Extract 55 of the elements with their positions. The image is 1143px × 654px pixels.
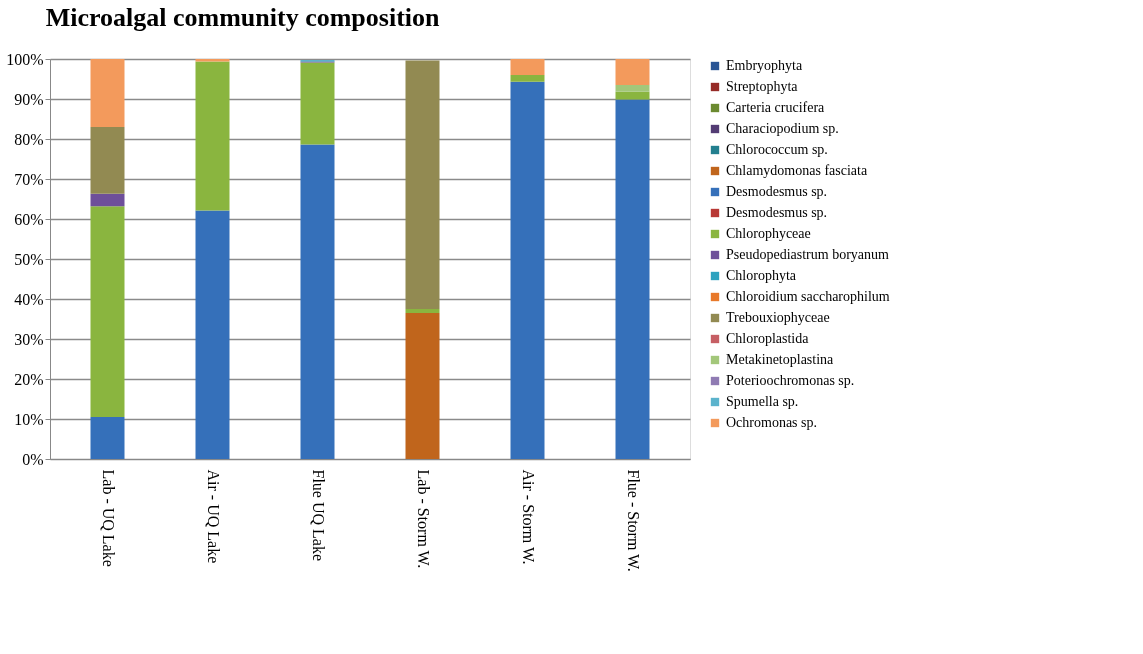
legend-label: Metakinetoplastina <box>726 352 835 367</box>
chart-title: Microalgal community composition <box>45 3 441 32</box>
bar <box>90 206 125 417</box>
legend-label: Spumella sp. <box>726 394 799 409</box>
x-tick-label: Lab - Storm W. <box>415 469 432 569</box>
y-tick-label: 80% <box>14 130 44 148</box>
bar <box>615 91 650 100</box>
bar <box>405 313 440 459</box>
legend-label: Streptophyta <box>726 79 799 94</box>
y-tick-label: 100% <box>6 50 44 68</box>
bar <box>510 59 545 75</box>
x-tick-label: Flue UQ Lake <box>310 469 327 562</box>
bar <box>195 210 230 459</box>
legend-label: Desmodesmus sp. <box>726 184 828 199</box>
bar <box>615 59 650 85</box>
y-tick-label: 30% <box>14 330 44 348</box>
y-tick-label: 10% <box>14 410 44 428</box>
legend-label: Chlorophyceae <box>726 226 811 241</box>
legend-label: Chlorophyta <box>726 268 797 283</box>
bar <box>90 417 125 459</box>
bar <box>90 193 125 207</box>
legend-label: Pseudopediastrum boryanum <box>726 247 890 262</box>
bar <box>195 61 230 211</box>
legend-label: Chlamydomonas fasciata <box>726 163 868 178</box>
bar <box>405 309 440 313</box>
legend-label: Desmodesmus sp. <box>726 205 828 220</box>
bar <box>510 75 545 82</box>
bar <box>300 144 335 459</box>
x-tick-label: Flue - Storm W. <box>625 469 642 572</box>
bar <box>90 59 125 127</box>
y-tick-label: 20% <box>14 370 44 388</box>
y-tick-label: 90% <box>14 90 44 108</box>
legend-label: Chloroplastida <box>726 331 810 346</box>
legend-label: Poterioochromonas sp. <box>726 373 855 388</box>
legend-label: Ochromonas sp. <box>726 415 817 430</box>
y-tick-label: 0% <box>22 450 44 468</box>
y-tick-label: 40% <box>14 290 44 308</box>
legend-label: Carteria crucifera <box>726 100 826 115</box>
legend-label: Chlorococcum sp. <box>726 142 828 157</box>
x-tick-label: Air - UQ Lake <box>205 469 222 564</box>
y-tick-label: 70% <box>14 170 44 188</box>
legend-label: Characiopodium sp. <box>726 121 839 136</box>
legend-label: Embryophyta <box>726 58 803 73</box>
bar <box>405 60 440 309</box>
bar <box>615 99 650 459</box>
bar <box>90 127 125 194</box>
y-tick-label: 50% <box>14 250 44 268</box>
bar <box>300 62 335 145</box>
x-tick-label: Lab - UQ Lake <box>100 469 117 567</box>
legend-label: Trebouxiophyceae <box>726 310 830 325</box>
legend-label: Chloroidium saccharophilum <box>726 289 890 304</box>
x-tick-label: Air - Storm W. <box>520 469 537 565</box>
bar <box>615 85 650 92</box>
y-tick-label: 60% <box>14 210 44 228</box>
bar <box>510 81 545 459</box>
